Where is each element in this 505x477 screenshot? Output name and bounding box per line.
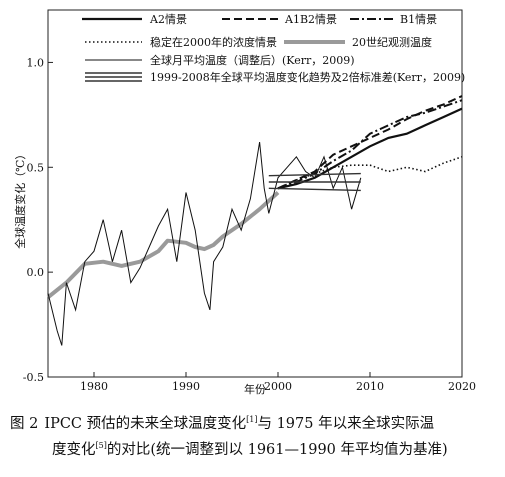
legend-label: B1情景 [400, 13, 437, 26]
figure-label: 图 2 [10, 415, 39, 432]
legend-label: A1B2情景 [284, 13, 337, 26]
series-a1b2 [277, 95, 463, 190]
y-tick-label: 0.5 [27, 161, 45, 174]
series-a2 [277, 107, 463, 190]
legend-label: 全球月平均温度（调整后）(Kerr，2009) [150, 53, 355, 67]
legend-label: 20世纪观测温度 [352, 35, 432, 49]
x-tick-label: 2000 [264, 380, 292, 393]
series-constant-2000 [277, 156, 463, 190]
series-monthly-mean [47, 142, 362, 346]
figure-caption-line1: 图 2 IPCC 预估的未来全球温度变化[1]与 1975 年以来全球实际温 [10, 408, 500, 436]
chart-ticks: 1980 1990 2000 2010 2020 -0.5 0.0 0.5 1.0 [23, 56, 476, 393]
series-trend-1999-2008-y_lower [268, 187, 361, 192]
legend-label: 1999-2008年全球平均温度变化趋势及2倍标准差(Kerr，2009) [150, 70, 465, 84]
y-tick-label: 1.0 [27, 56, 45, 69]
x-axis-label: 年份 [244, 382, 266, 396]
x-tick-label: 2010 [356, 380, 384, 393]
ipcc-temperature-chart: 1980 1990 2000 2010 2020 -0.5 0.0 0.5 1.0 A2情景 A1… [13, 9, 476, 396]
series-b1 [277, 99, 463, 190]
y-tick-label: -0.5 [23, 371, 44, 384]
legend-label: 稳定在2000年的浓度情景 [150, 35, 277, 49]
series-trend-1999-2008-y_upper [268, 172, 361, 177]
chart-series [46, 95, 463, 346]
y-axis-label: 全球温度变化（℃） [13, 149, 27, 249]
caption-text-2b: 的对比(统一调整到以 1961—1990 年平均值为基准) [106, 441, 448, 458]
caption-text-1: IPCC 预估的未来全球温度变化 [44, 415, 247, 432]
legend-label: A2情景 [149, 13, 187, 26]
caption-text-1b: 与 1975 年以来全球实际温 [257, 415, 435, 432]
x-tick-label: 2020 [448, 380, 476, 393]
y-tick-label: 0.0 [27, 266, 45, 279]
x-tick-label: 1990 [172, 380, 200, 393]
chart-axes [47, 9, 463, 378]
caption-ref-1: [1] [246, 415, 258, 424]
caption-ref-2: [5] [95, 441, 107, 450]
series-observed-20th-century [46, 191, 280, 299]
plot-frame [47, 9, 463, 378]
caption-text-2: 度变化 [52, 441, 96, 458]
figure-caption-line2: 度变化[5]的对比(统一调整到以 1961—1990 年平均值为基准) [52, 434, 505, 462]
x-tick-label: 1980 [80, 380, 108, 393]
